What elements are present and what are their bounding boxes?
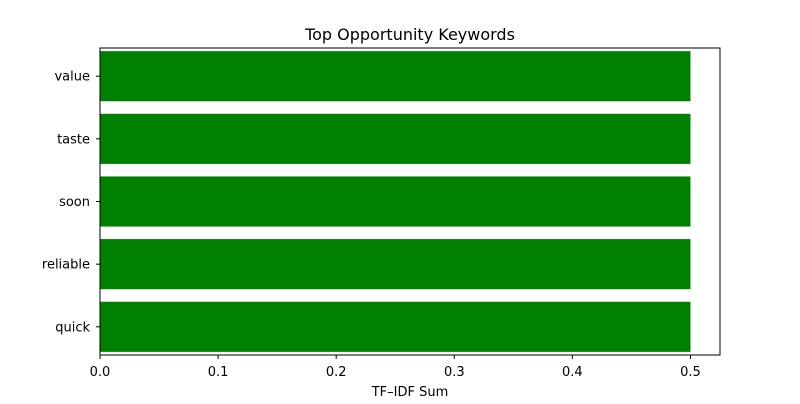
bar-soon [100, 176, 691, 227]
y-tick-label: quick [55, 320, 90, 335]
y-axis: quick reliable soon taste value [42, 70, 100, 335]
bar-taste [100, 113, 691, 164]
x-axis: 0.0 0.1 0.2 0.3 0.4 0.5 [90, 355, 701, 380]
bar-value [100, 51, 691, 102]
x-tick-label: 0.5 [680, 365, 701, 380]
bar-reliable [100, 239, 691, 290]
x-axis-label: TF–IDF Sum [371, 385, 449, 400]
x-tick-label: 0.3 [444, 365, 465, 380]
chart-title: Top Opportunity Keywords [304, 25, 515, 44]
x-tick-label: 0.2 [326, 365, 347, 380]
x-tick-label: 0.4 [562, 365, 583, 380]
y-tick-label: taste [57, 132, 90, 147]
y-tick-label: reliable [42, 258, 90, 273]
bars-layer [100, 51, 691, 352]
y-tick-label: value [54, 70, 90, 85]
y-tick-label: soon [59, 195, 90, 210]
x-tick-label: 0.0 [90, 365, 111, 380]
x-tick-label: 0.1 [208, 365, 229, 380]
bar-quick [100, 301, 691, 352]
